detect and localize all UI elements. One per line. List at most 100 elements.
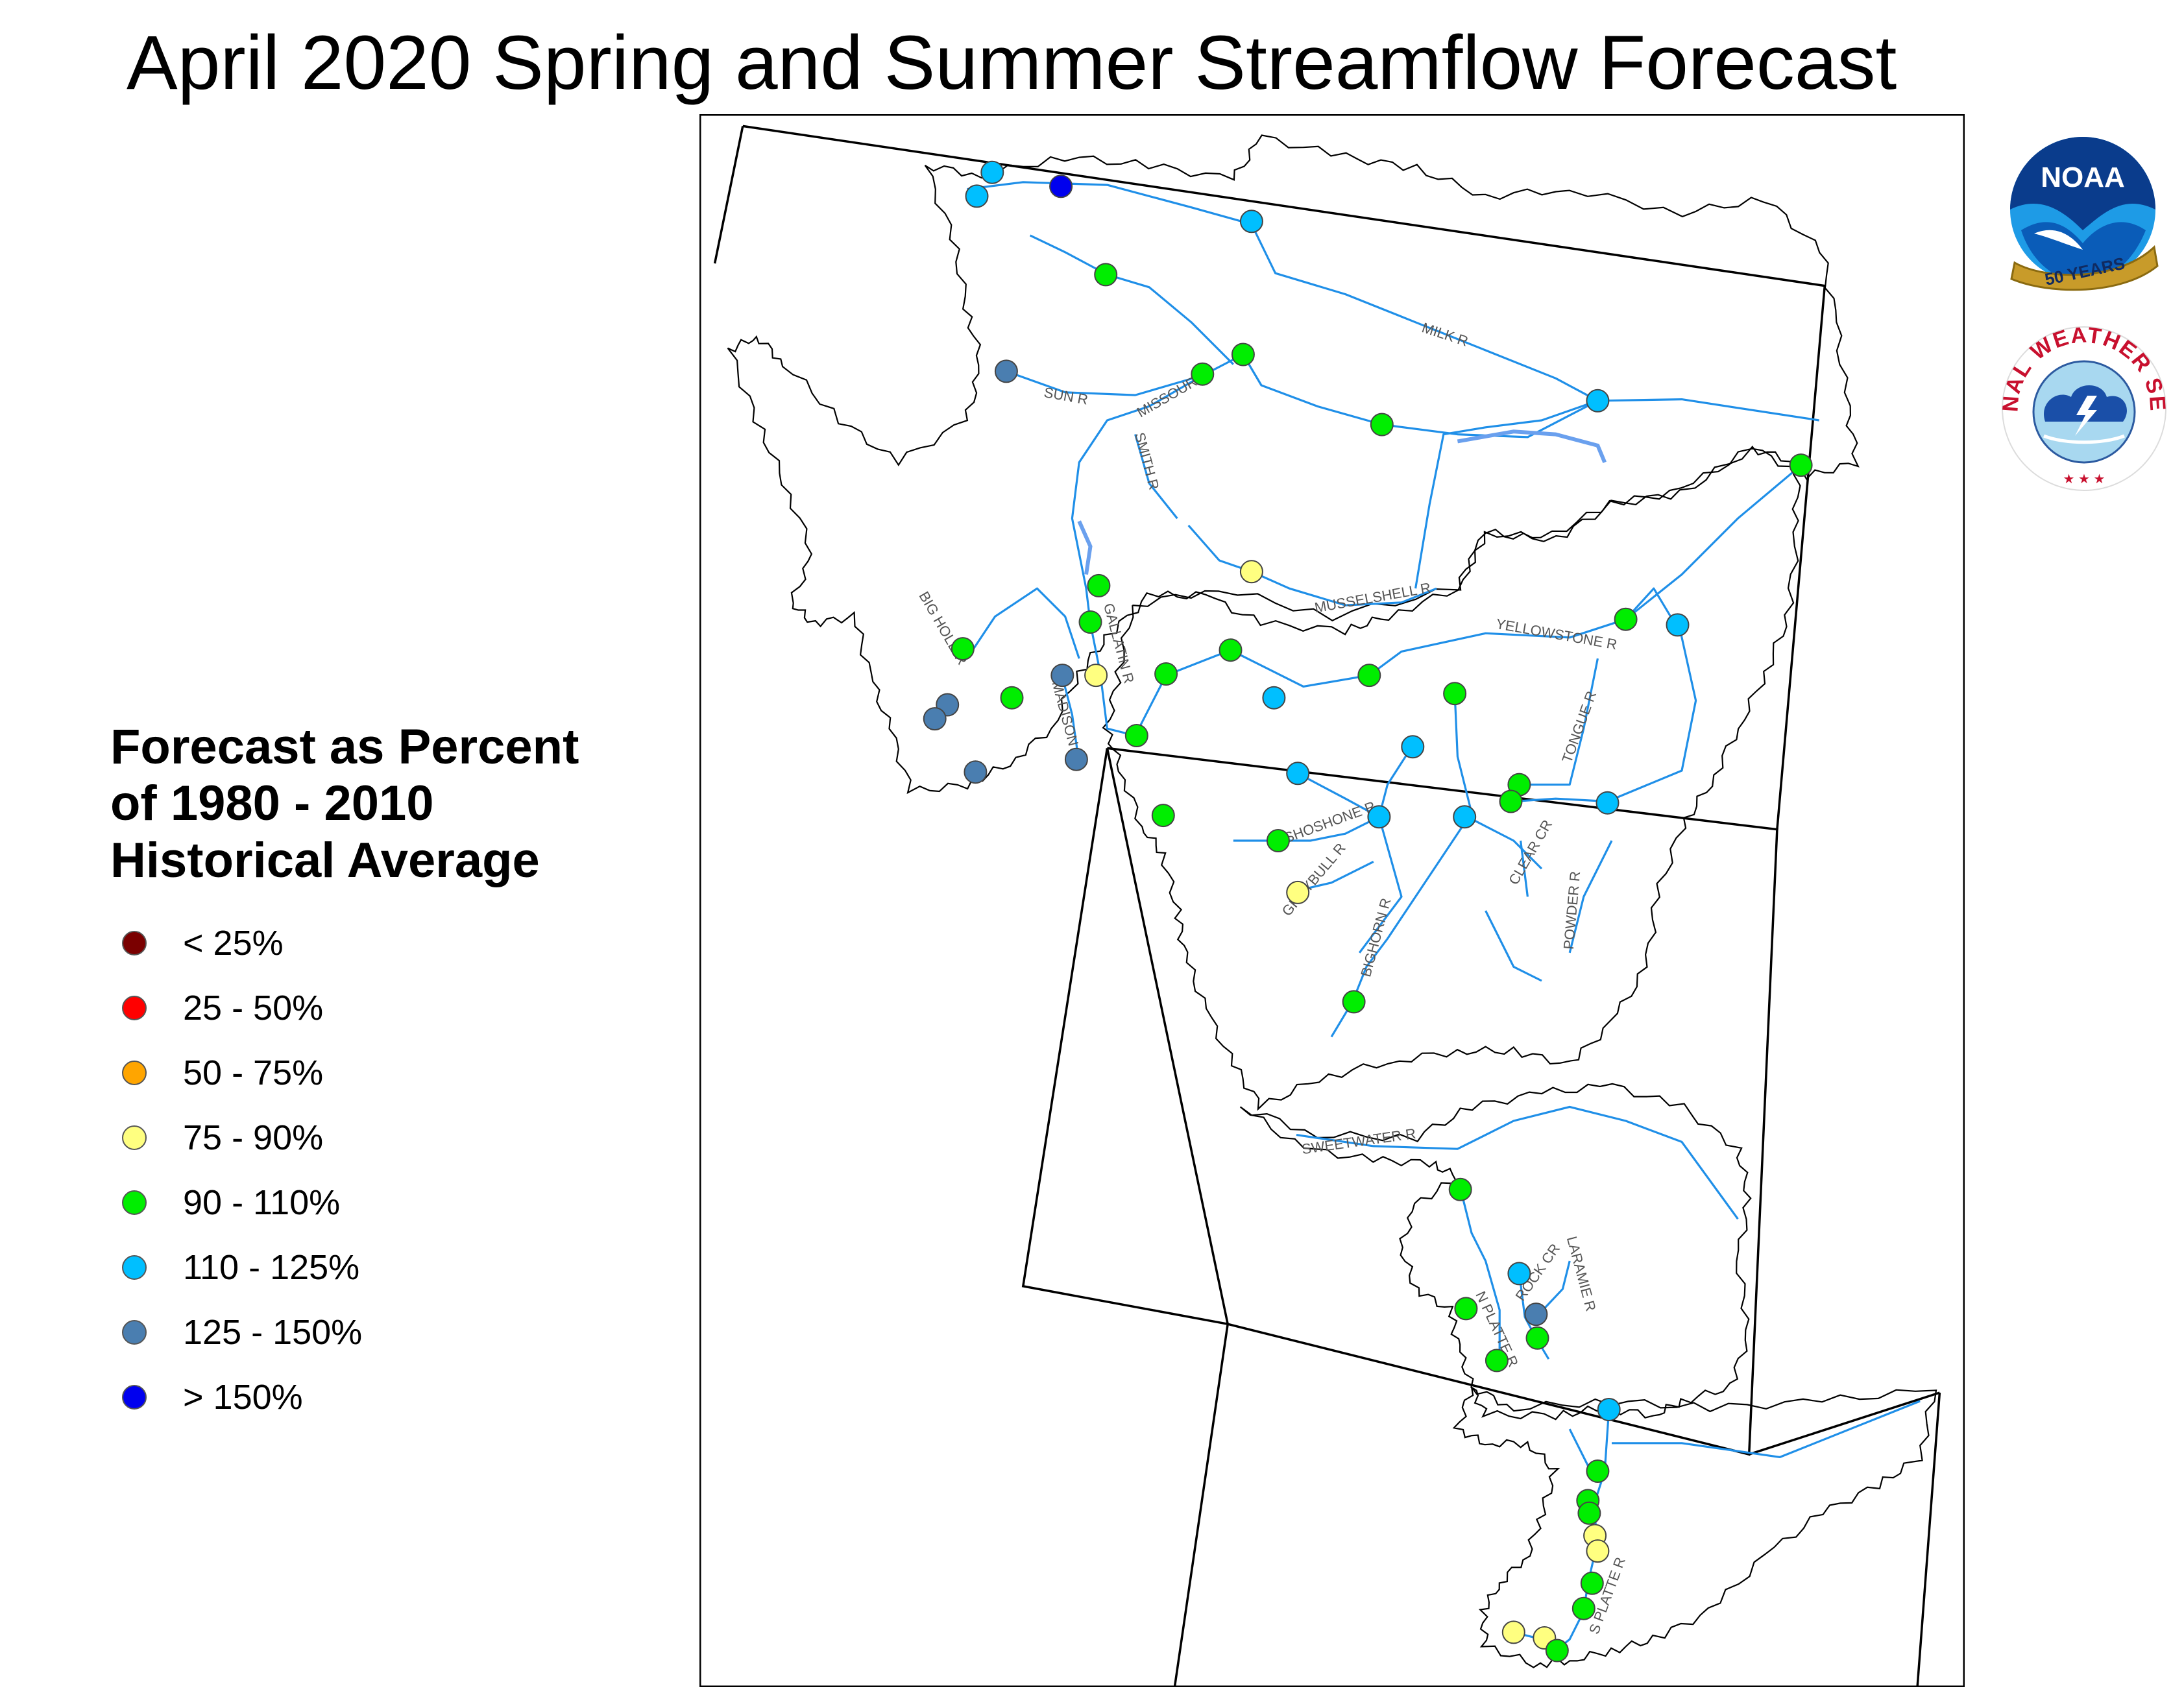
forecast-point	[1000, 686, 1024, 710]
legend: Forecast as Percent of 1980 - 2010 Histo…	[110, 719, 694, 1417]
forecast-point	[1443, 682, 1467, 706]
forecast-point	[1050, 664, 1074, 688]
forecast-point	[1485, 1349, 1509, 1373]
forecast-point	[1586, 389, 1610, 413]
forecast-point	[1586, 1459, 1610, 1483]
forecast-point	[1087, 573, 1111, 597]
river	[1297, 772, 1380, 818]
river	[1330, 693, 1473, 1038]
forecast-point	[1577, 1501, 1601, 1525]
legend-label: 50 - 75%	[183, 1053, 324, 1092]
legend-swatch-icon	[122, 1190, 147, 1215]
river	[1612, 1400, 1921, 1458]
forecast-point	[1084, 664, 1108, 688]
legend-title-line-3: Historical Average	[110, 832, 540, 888]
forecast-point	[1342, 990, 1366, 1014]
legend-item: > 150%	[122, 1378, 303, 1417]
river	[1568, 1428, 1592, 1472]
noaa-logo-icon: NOAA 50 YEARS	[2010, 137, 2159, 291]
river	[1134, 434, 1178, 520]
legend-label: 125 - 150%	[183, 1313, 363, 1352]
forecast-point	[1507, 1262, 1531, 1286]
legend-label: 90 - 110%	[183, 1183, 341, 1222]
legend-item: 125 - 150%	[122, 1313, 362, 1352]
legend-label: 75 - 90%	[183, 1118, 324, 1157]
legend-swatch-icon	[122, 931, 147, 955]
forecast-point	[1571, 1596, 1596, 1620]
forecast-point	[1357, 664, 1381, 688]
forecast-point	[1370, 413, 1394, 437]
forecast-point	[980, 160, 1004, 184]
svg-text:NOAA: NOAA	[2041, 162, 2125, 193]
legend-title-line-2: of 1980 - 2010	[110, 776, 434, 832]
reservoir	[1457, 429, 1607, 463]
forecast-point	[965, 184, 989, 208]
legend-swatch-icon	[122, 1320, 147, 1345]
forecast-point	[1124, 724, 1148, 747]
legend-label: < 25%	[183, 924, 284, 963]
state-boundary	[1021, 748, 1228, 1325]
forecast-point	[1094, 263, 1118, 287]
river	[1414, 400, 1598, 589]
state-boundary	[1173, 1323, 1229, 1687]
forecast-point	[1231, 342, 1255, 366]
forecast-point	[1666, 613, 1690, 637]
state-boundary	[713, 126, 744, 264]
legend-item: 90 - 110%	[122, 1183, 340, 1222]
forecast-point	[1789, 453, 1813, 477]
svg-text:★ ★ ★: ★ ★ ★	[2063, 472, 2105, 486]
forecast-point	[1614, 607, 1638, 631]
forecast-point	[1448, 1177, 1472, 1201]
river	[1071, 374, 1204, 737]
river	[1464, 814, 1543, 870]
forecast-point	[1151, 804, 1175, 828]
river	[1296, 1105, 1739, 1220]
forecast-point	[923, 707, 947, 731]
forecast-point	[1586, 1539, 1610, 1563]
legend-item: 75 - 90%	[122, 1118, 323, 1157]
legend-item: 110 - 125%	[122, 1248, 359, 1287]
forecast-point	[1219, 638, 1243, 662]
legend-item: 25 - 50%	[122, 989, 323, 1027]
forecast-point	[1266, 829, 1290, 852]
forecast-point	[1049, 174, 1073, 198]
forecast-point	[1501, 1620, 1525, 1644]
legend-swatch-icon	[122, 1385, 147, 1410]
forecast-point	[1596, 791, 1620, 815]
river	[1625, 587, 1676, 625]
river	[1061, 676, 1080, 764]
legend-label: 25 - 50%	[183, 989, 324, 1027]
reservoir	[1077, 520, 1093, 575]
legend-title-line-1: Forecast as Percent	[110, 719, 579, 774]
legend-swatch-icon	[122, 1125, 147, 1150]
legend-swatch-icon	[122, 996, 147, 1020]
river	[1029, 234, 1234, 365]
forecast-point	[1454, 1297, 1478, 1321]
forecast-point	[1453, 805, 1477, 829]
forecast-point	[1525, 1326, 1549, 1350]
forecast-point	[1597, 1398, 1621, 1421]
river	[1187, 524, 1437, 606]
forecast-point	[1191, 362, 1215, 386]
legend-label: 110 - 125%	[183, 1248, 360, 1287]
nws-logo-icon: NATIONAL WEATHER SERVICE ★ ★ ★	[2000, 324, 2168, 491]
forecast-point	[1401, 735, 1425, 759]
forecast-point	[1580, 1571, 1604, 1595]
forecast-point	[1545, 1639, 1569, 1663]
forecast-point	[1286, 762, 1310, 786]
river	[1358, 816, 1403, 954]
page-title: April 2020 Spring and Summer Streamflow …	[127, 20, 1897, 106]
basin-boundary	[1452, 1386, 1937, 1668]
river	[1459, 1188, 1501, 1360]
legend-swatch-icon	[122, 1255, 147, 1280]
river	[1520, 658, 1599, 786]
forecast-point	[1262, 686, 1286, 710]
legend-title: Forecast as Percent of 1980 - 2010 Histo…	[110, 719, 694, 889]
basin-boundary	[1239, 1083, 1752, 1421]
river	[966, 587, 1080, 660]
legend-item: 50 - 75%	[122, 1053, 323, 1092]
basin-boundary	[727, 134, 1860, 795]
river	[1568, 840, 1613, 954]
